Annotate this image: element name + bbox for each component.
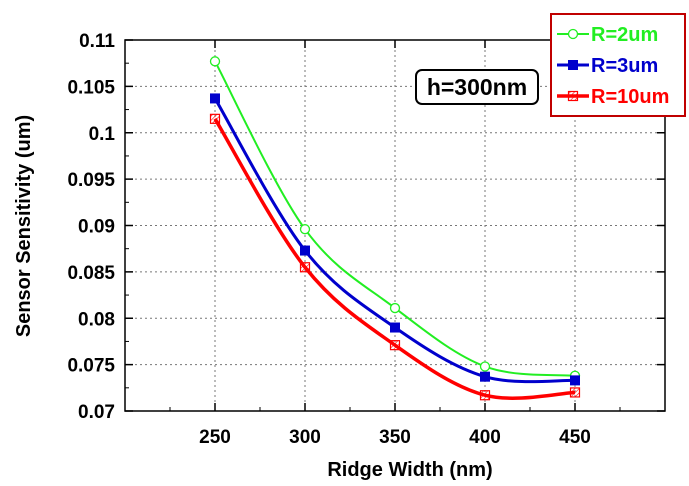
legend-marker bbox=[567, 90, 579, 102]
annotation-box: h=300nm bbox=[415, 69, 539, 105]
data-point bbox=[570, 375, 580, 386]
y-tick-label: 0.1 bbox=[89, 124, 116, 145]
x-tick-label: 350 bbox=[379, 427, 411, 448]
data-point bbox=[299, 224, 311, 235]
series-line bbox=[214, 60, 576, 377]
x-axis-title: Ridge Width (nm) bbox=[327, 459, 492, 481]
data-point bbox=[209, 56, 221, 67]
series-1 bbox=[209, 56, 581, 381]
data-point bbox=[389, 340, 401, 351]
legend-item: R=3um bbox=[557, 55, 658, 77]
y-tick-labels: 0.07 0.075 0.08 0.085 0.09 0.095 0.1 0.105 0.11 bbox=[67, 31, 115, 423]
data-point bbox=[390, 322, 400, 333]
series-2 bbox=[210, 93, 580, 386]
series-layer bbox=[209, 56, 581, 401]
legend-item: R=10um bbox=[557, 86, 669, 108]
series-3 bbox=[209, 113, 581, 401]
legend-label: R=2um bbox=[591, 24, 658, 46]
y-tick-label: 0.095 bbox=[67, 170, 115, 191]
data-point bbox=[479, 390, 491, 401]
y-tick-label: 0.11 bbox=[79, 31, 115, 52]
data-point bbox=[389, 302, 401, 314]
data-point bbox=[569, 387, 581, 398]
series-line bbox=[213, 117, 576, 400]
x-tick-label: 300 bbox=[289, 427, 321, 448]
series-line bbox=[213, 97, 576, 384]
data-point bbox=[300, 245, 310, 256]
data-point bbox=[209, 113, 221, 124]
x-tick-label: 400 bbox=[469, 427, 501, 448]
x-tick-label: 450 bbox=[559, 427, 591, 448]
x-tick-label: 250 bbox=[199, 427, 231, 448]
y-axis-title: Sensor Sensitivity (um) bbox=[13, 115, 35, 337]
y-tick-label: 0.075 bbox=[67, 356, 115, 377]
y-tick-label: 0.09 bbox=[78, 217, 115, 238]
axis-ticks bbox=[125, 39, 665, 412]
y-tick-label: 0.07 bbox=[78, 402, 115, 423]
y-tick-label: 0.105 bbox=[67, 77, 115, 98]
legend: R=2um R=3um R=10um bbox=[550, 13, 686, 117]
legend-label: R=3um bbox=[591, 55, 658, 77]
legend-marker bbox=[568, 60, 578, 70]
data-point bbox=[299, 262, 311, 273]
y-tick-label: 0.08 bbox=[78, 309, 115, 330]
annotation-text: h=300nm bbox=[427, 74, 527, 100]
data-point bbox=[479, 361, 491, 372]
data-point bbox=[480, 371, 490, 382]
legend-label: R=10um bbox=[591, 86, 669, 108]
legend-marker bbox=[567, 28, 579, 40]
y-tick-label: 0.085 bbox=[67, 263, 115, 284]
legend-item: R=2um bbox=[557, 24, 658, 46]
data-point bbox=[210, 93, 220, 104]
x-tick-labels: 250 300 350 400 450 bbox=[199, 427, 591, 448]
